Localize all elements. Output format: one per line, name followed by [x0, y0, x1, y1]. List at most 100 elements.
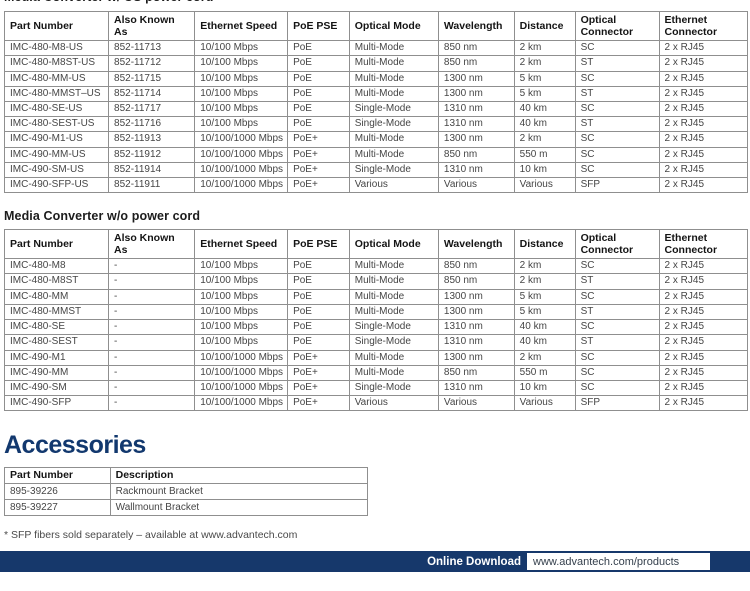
table-cell: ST [574, 273, 660, 290]
table-cell: 10/100/1000 Mbps [194, 161, 289, 178]
table-cell: IMC-490-MM-US [3, 146, 110, 163]
table-cell: 10/100/1000 Mbps [194, 395, 289, 412]
table-cell: Single-Mode [348, 100, 439, 118]
column-header: Part Number [3, 10, 110, 42]
table-cell: 10/100/1000 Mbps [194, 379, 289, 397]
table-cell: Single-Mode [348, 161, 439, 178]
media-converter-table: Part Number Also Known As Ethernet Speed Po… [3, 229, 749, 412]
table-row: IMC-490-M1-10/100/1000 Mbps PoE+ Multi-Mod… [3, 349, 749, 366]
table-cell: IMC-480-M8-US [3, 40, 110, 57]
table-cell: IMC-490-M1 [3, 349, 110, 366]
table-cell: 850 nm [437, 40, 515, 57]
table-cell: 5 km [513, 303, 576, 321]
table-cell: 2 x RJ45 [658, 131, 749, 148]
table-cell: Rackmount Bracket [109, 483, 369, 501]
table-cell: IMC-490-SFP [3, 395, 110, 412]
table-cell: - [108, 379, 196, 397]
table-cell: 852-11913 [108, 131, 196, 148]
table-cell: 852-11713 [108, 40, 196, 57]
table-cell: IMC-480-MM [3, 288, 110, 305]
table-cell: PoE+ [287, 176, 350, 194]
table-row: IMC-490-M1-US 852-11913 10/100/1000 Mbps Po… [3, 131, 749, 148]
table-cell: SC [574, 258, 660, 275]
table-cell: ST [574, 334, 660, 351]
table-cell: IMC-490-SFP-US [3, 176, 110, 194]
column-header: Also Known As [108, 229, 196, 260]
table-cell: SC [574, 161, 660, 178]
table-cell: 10/100 Mbps [194, 55, 289, 72]
table-cell: PoE+ [287, 161, 350, 178]
table-cell: 550 m [513, 364, 576, 381]
table-cell: IMC-480-SEST [3, 334, 110, 351]
table-cell: 850 nm [437, 364, 515, 381]
table-cell: 2 x RJ45 [658, 334, 749, 351]
table-cell: PoE [287, 303, 350, 321]
table-cell: PoE [287, 40, 350, 57]
table-cell: - [108, 288, 196, 305]
table-row: 895-39226 Rackmount Bracket [4, 483, 369, 501]
table-cell: 10 km [513, 161, 576, 178]
table-cell: 10/100/1000 Mbps [194, 364, 289, 381]
table-header-row: Part Number Also Known As Ethernet Speed Po… [3, 229, 749, 260]
table-cell: SFP [574, 176, 660, 194]
table-cell: 10/100 Mbps [194, 116, 289, 133]
table-row: IMC-490-SM-US 852-11914 10/100/1000 Mbps Po… [3, 161, 749, 178]
table-cell: PoE+ [287, 146, 350, 163]
table-cell: Multi-Mode [348, 131, 439, 148]
table-cell: 40 km [513, 334, 576, 351]
section-title-without-power-cord: Media Converter w/o power cord [4, 209, 201, 224]
accessories-heading: Accessories [4, 431, 146, 460]
table-cell: 2 x RJ45 [658, 288, 749, 305]
column-header: Part Number [3, 229, 110, 260]
table-cell: 10/100/1000 Mbps [194, 176, 289, 194]
table-cell: 852-11716 [108, 116, 196, 133]
table-cell: 40 km [513, 100, 576, 118]
table-cell: 1310 nm [437, 379, 515, 397]
table-cell: PoE+ [287, 364, 350, 381]
table-cell: - [108, 258, 196, 275]
table-cell: - [108, 303, 196, 321]
table-cell: PoE [287, 319, 350, 336]
table-cell: 5 km [513, 85, 576, 102]
table-cell: - [108, 319, 196, 336]
table-cell: SC [574, 379, 660, 397]
table-cell: 2 x RJ45 [658, 395, 749, 412]
sfp-footnote: * SFP fibers sold separately – available… [4, 529, 298, 542]
table-cell: IMC-480-SE-US [3, 100, 110, 118]
table-cell: Single-Mode [348, 116, 439, 133]
column-header: PoE PSE [287, 10, 350, 42]
table-cell: PoE+ [287, 131, 350, 148]
download-url-link[interactable]: www.advantech.com/products [527, 553, 710, 570]
table-cell: 2 x RJ45 [658, 258, 749, 275]
table-row: IMC-480-MM -10/100 Mbps PoE Multi-Mode 1300 … [3, 288, 749, 305]
column-header: Ethernet Speed [194, 10, 289, 42]
table-cell: 1300 nm [437, 70, 515, 87]
table-cell: Various [437, 176, 515, 194]
table-cell: 2 x RJ45 [658, 55, 749, 72]
table-cell: 2 x RJ45 [658, 364, 749, 381]
table-cell: 2 x RJ45 [658, 146, 749, 163]
online-download-bar: Online Download www.advantech.com/produc… [0, 551, 750, 572]
column-header: Ethernet Speed [194, 229, 289, 260]
table-cell: - [108, 364, 196, 381]
table-cell: 850 nm [437, 258, 515, 275]
table-cell: 2 km [513, 349, 576, 366]
online-download-label: Online Download [427, 555, 521, 568]
table-cell: 10/100/1000 Mbps [194, 349, 289, 366]
table-cell: IMC-480-MMST [3, 303, 110, 321]
table-cell: 2 km [513, 55, 576, 72]
table-cell: 40 km [513, 319, 576, 336]
table-cell: 2 x RJ45 [658, 319, 749, 336]
table-row: 895-39227 Wallmount Bracket [4, 499, 369, 517]
table-cell: 2 km [513, 273, 576, 290]
table-cell: - [108, 349, 196, 366]
clipped-section-title-container: Media Converter w/ US power cord [4, 0, 748, 4]
table-cell: 10/100 Mbps [194, 319, 289, 336]
table-cell: 2 x RJ45 [658, 379, 749, 397]
table-cell: 2 x RJ45 [658, 70, 749, 87]
table-cell: 10/100/1000 Mbps [194, 131, 289, 148]
table-row: IMC-480-M8-10/100 Mbps PoE Multi-Mode 850 n… [3, 258, 749, 275]
table-cell: 1310 nm [437, 319, 515, 336]
table-cell: 852-11914 [108, 161, 196, 178]
table-cell: Single-Mode [348, 319, 439, 336]
